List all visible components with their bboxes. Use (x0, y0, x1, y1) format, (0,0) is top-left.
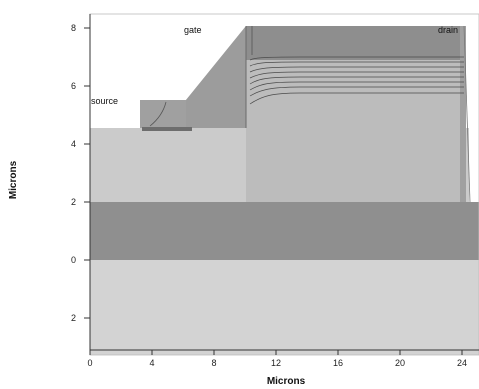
x-tick-label: 0 (87, 358, 92, 368)
x-tick-label: 24 (457, 358, 467, 368)
x-axis-title: Microns (267, 376, 306, 387)
source-contact (142, 127, 192, 131)
drain-label: drain (438, 25, 458, 35)
x-tick-label: 4 (149, 358, 154, 368)
source-label: source (91, 96, 118, 106)
gate-slope (186, 26, 246, 128)
x-tick-label: 16 (333, 358, 343, 368)
doping-contours (249, 56, 464, 105)
buried-layer-region (90, 202, 479, 260)
y-tick-label: 2 (71, 197, 76, 207)
gate-label: gate (184, 25, 202, 35)
drain-right-edge (460, 26, 466, 202)
y-tick-label: 2 (71, 313, 76, 323)
y-tick-label: 0 (71, 255, 76, 265)
x-tick-label: 20 (395, 358, 405, 368)
source-edge-curve (149, 101, 167, 127)
x-axis-ticks: 0 4 8 12 16 20 24 (87, 350, 467, 368)
x-tick-label: 8 (211, 358, 216, 368)
drain-bevel-line (463, 25, 471, 203)
y-axis-ticks: 8 6 4 2 0 2 (71, 23, 90, 323)
lower-substrate-region (90, 260, 479, 355)
drain-top-layer (246, 26, 466, 60)
y-tick-label: 4 (71, 139, 76, 149)
source-cap (140, 100, 186, 128)
y-tick-label: 8 (71, 23, 76, 33)
y-tick-label: 6 (71, 81, 76, 91)
y-axis-title: Microns (8, 160, 19, 199)
x-tick-label: 12 (271, 358, 281, 368)
